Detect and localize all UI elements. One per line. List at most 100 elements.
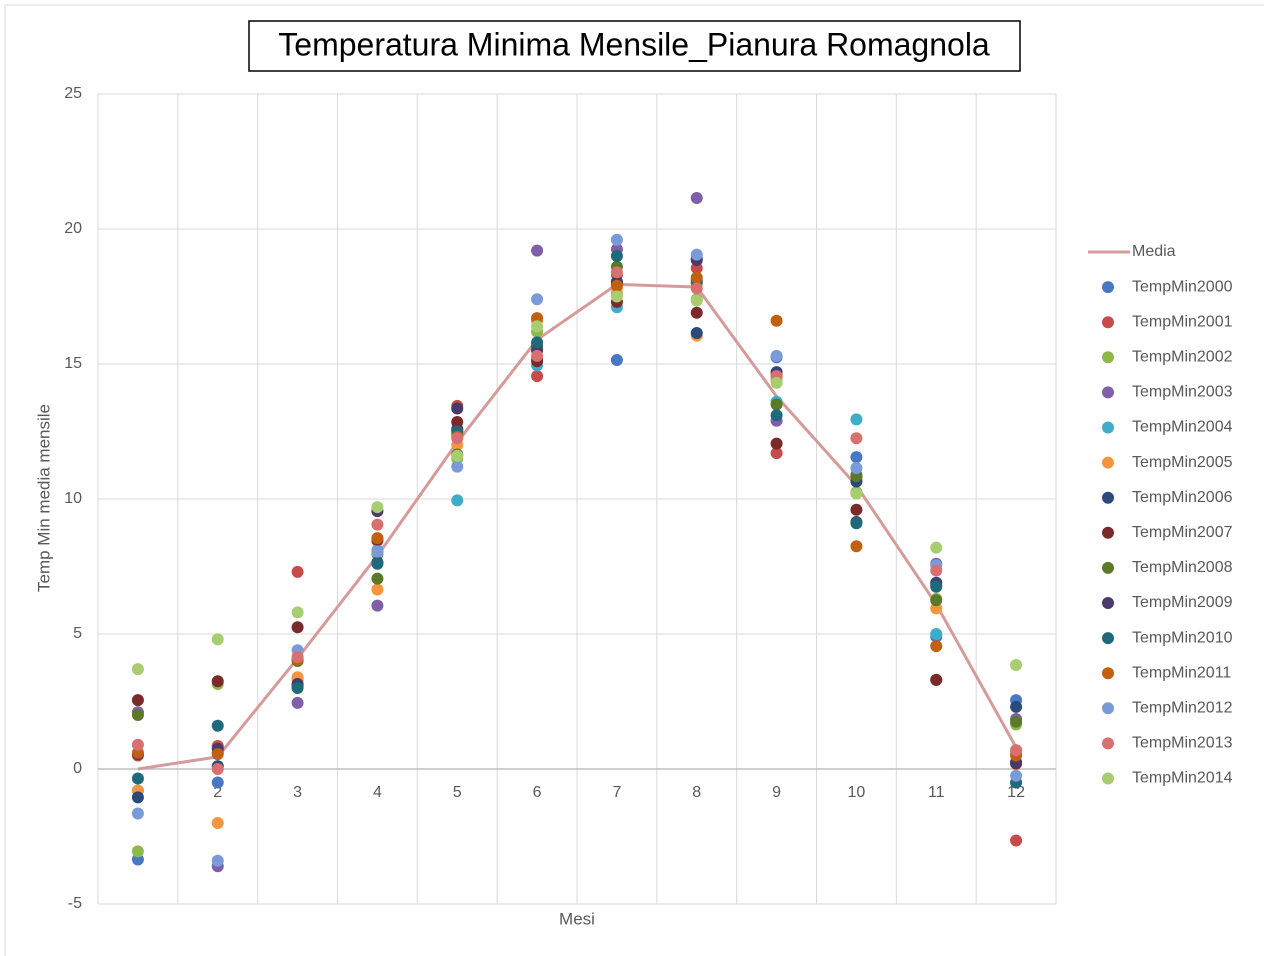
- data-point: [850, 413, 863, 426]
- legend-marker: [1102, 561, 1114, 574]
- data-point: [211, 854, 224, 867]
- data-point: [291, 621, 304, 634]
- data-point: [930, 628, 943, 640]
- data-point: [451, 494, 464, 507]
- data-point: [131, 807, 144, 820]
- data-point: [770, 376, 783, 389]
- data-point: [930, 541, 943, 554]
- data-point: [451, 416, 464, 429]
- data-point: [850, 540, 863, 553]
- y-tick-label: -5: [68, 895, 82, 912]
- data-point: [770, 409, 783, 422]
- data-point: [1010, 744, 1023, 757]
- data-point: [131, 709, 144, 721]
- x-tick-label: 3: [293, 784, 302, 801]
- data-point: [850, 451, 863, 464]
- legend-marker: [1102, 421, 1114, 434]
- legend-label: TempMin2000: [1132, 278, 1233, 295]
- y-tick-label: 15: [64, 355, 82, 372]
- legend-label: TempMin2013: [1132, 735, 1233, 752]
- data-point: [690, 271, 703, 284]
- data-point: [371, 599, 384, 612]
- data-point: [131, 845, 144, 858]
- data-point: [371, 572, 384, 585]
- data-point: [770, 398, 783, 411]
- data-point: [371, 501, 384, 514]
- data-point: [211, 763, 224, 775]
- legend-label: TempMin2005: [1132, 454, 1233, 471]
- data-point: [531, 244, 544, 257]
- data-point: [451, 460, 464, 473]
- y-tick-label: 25: [64, 85, 82, 102]
- data-point: [291, 606, 304, 619]
- legend-label: TempMin2001: [1132, 313, 1233, 330]
- title-box: [248, 20, 1021, 72]
- legend-marker: [1102, 597, 1114, 609]
- data-point: [131, 772, 144, 785]
- data-point: [610, 290, 623, 303]
- data-point: [610, 353, 623, 366]
- x-tick-label: 8: [692, 784, 701, 801]
- legend-label: TempMin2006: [1132, 489, 1233, 506]
- data-point: [451, 432, 464, 445]
- legend-label: TempMin2003: [1132, 384, 1233, 401]
- data-point: [690, 306, 703, 319]
- data-point: [770, 314, 783, 327]
- x-axis-label: Mesi: [559, 909, 595, 928]
- legend-label: TempMin2014: [1132, 770, 1233, 787]
- legend-label: TempMin2011: [1132, 664, 1231, 681]
- data-point: [690, 248, 703, 261]
- y-tick-label: 0: [73, 760, 82, 777]
- data-point: [1010, 834, 1023, 847]
- data-point: [211, 776, 224, 789]
- data-point: [610, 233, 623, 246]
- legend-label: TempMin2004: [1132, 419, 1233, 436]
- x-tick-label: 11: [928, 784, 945, 801]
- data-point: [1010, 769, 1023, 782]
- data-point: [930, 640, 943, 653]
- x-tick-label: 9: [772, 784, 781, 801]
- x-tick-label: 6: [533, 784, 542, 801]
- data-point: [131, 791, 144, 804]
- legend-marker: [1102, 316, 1114, 329]
- y-tick-label: 5: [73, 625, 82, 642]
- legend-marker: [1102, 491, 1114, 504]
- data-point: [850, 487, 863, 500]
- data-point: [690, 282, 703, 295]
- data-point: [850, 461, 863, 474]
- data-point: [930, 564, 943, 577]
- legend-label: TempMin2009: [1132, 594, 1233, 611]
- data-point: [291, 650, 304, 663]
- data-point: [531, 370, 544, 383]
- x-tick-label: 10: [848, 784, 866, 801]
- legend-label: TempMin2007: [1132, 524, 1233, 541]
- legend-label: TempMin2008: [1132, 559, 1233, 576]
- data-point: [131, 738, 144, 751]
- legend-label: TempMin2012: [1132, 700, 1233, 717]
- data-point: [291, 682, 304, 694]
- data-point: [1010, 715, 1023, 728]
- data-point: [1010, 659, 1023, 672]
- x-tick-label: 2: [213, 784, 222, 801]
- data-point: [291, 565, 304, 578]
- data-point: [291, 696, 304, 709]
- data-point: [770, 437, 783, 450]
- data-point: [610, 279, 623, 292]
- legend-marker: [1102, 667, 1114, 680]
- data-point: [371, 557, 384, 570]
- data-point: [211, 633, 224, 646]
- data-point: [531, 320, 544, 333]
- data-point: [451, 449, 464, 462]
- data-point: [610, 266, 623, 279]
- legend-marker: [1102, 632, 1114, 645]
- data-point: [211, 719, 224, 732]
- data-point: [690, 294, 703, 307]
- x-tick-label: 5: [453, 784, 462, 801]
- data-point: [211, 817, 224, 829]
- legend-marker: [1102, 702, 1114, 715]
- data-point: [371, 545, 384, 558]
- legend-marker: [1102, 456, 1114, 469]
- data-point: [1010, 700, 1023, 713]
- data-point: [211, 748, 224, 761]
